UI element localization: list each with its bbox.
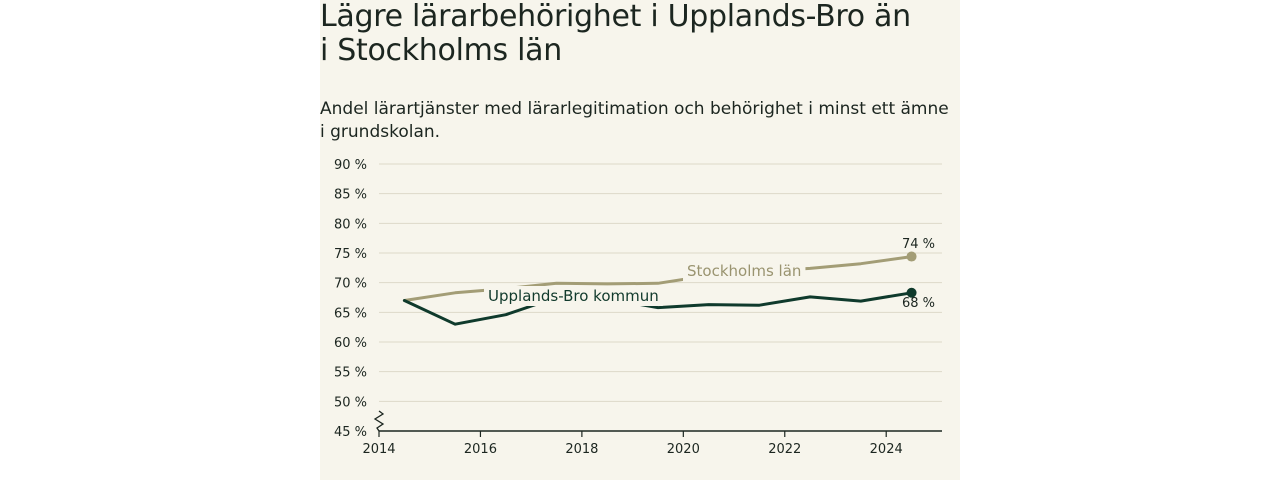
y-tick-label: 50 % <box>334 395 367 410</box>
endpoint-upplands-bro <box>906 287 917 298</box>
x-tick-label: 2024 <box>870 442 903 457</box>
x-tick-label: 2018 <box>565 442 598 457</box>
y-tick-label: 70 % <box>334 277 367 292</box>
series-labels: Stockholms län Upplands-Bro kommun 74 % … <box>484 237 935 311</box>
x-axis: 2014 2016 2018 2020 2022 2024 <box>362 410 942 457</box>
label-background <box>683 261 806 281</box>
end-label-upplands-bro: 68 % <box>902 296 935 311</box>
y-axis-ticks: 90 % 85 % 80 % 75 % 70 % 65 % 60 % 55 % 50 % 45 % <box>334 158 367 440</box>
endpoint-stockholm <box>906 251 917 262</box>
end-label-stockholm: 74 % <box>902 237 935 252</box>
chart-subtitle: Andel lärartjänster med lärarlegitimatio… <box>320 99 949 142</box>
y-tick-label: 80 % <box>334 217 367 232</box>
y-tick-label: 45 % <box>334 425 367 440</box>
x-tick-label: 2020 <box>667 442 700 457</box>
y-tick-label: 75 % <box>334 247 367 262</box>
y-tick-label: 65 % <box>334 306 367 321</box>
line-chart: 90 % 85 % 80 % 75 % 70 % 65 % 60 % 55 % 50 % 45 %… <box>334 158 942 457</box>
chart-title: Lägre lärarbehörighet i Upplands-Bro än … <box>320 0 911 68</box>
x-tick-label: 2016 <box>464 442 497 457</box>
y-tick-label: 90 % <box>334 158 367 173</box>
chart-panel: Lägre lärarbehörighet i Upplands-Bro än … <box>320 0 960 480</box>
axis-break-icon <box>373 410 385 432</box>
y-tick-label: 55 % <box>334 366 367 381</box>
x-tick-label: 2022 <box>768 442 801 457</box>
series-label-stockholm: Stockholms län <box>687 262 801 280</box>
y-tick-label: 85 % <box>334 188 367 203</box>
label-background <box>484 286 663 306</box>
series-line-upplands-bro <box>402 291 914 326</box>
series-label-upplands-bro: Upplands-Bro kommun <box>488 287 659 305</box>
y-tick-label: 60 % <box>334 336 367 351</box>
x-tick-label: 2014 <box>362 442 395 457</box>
